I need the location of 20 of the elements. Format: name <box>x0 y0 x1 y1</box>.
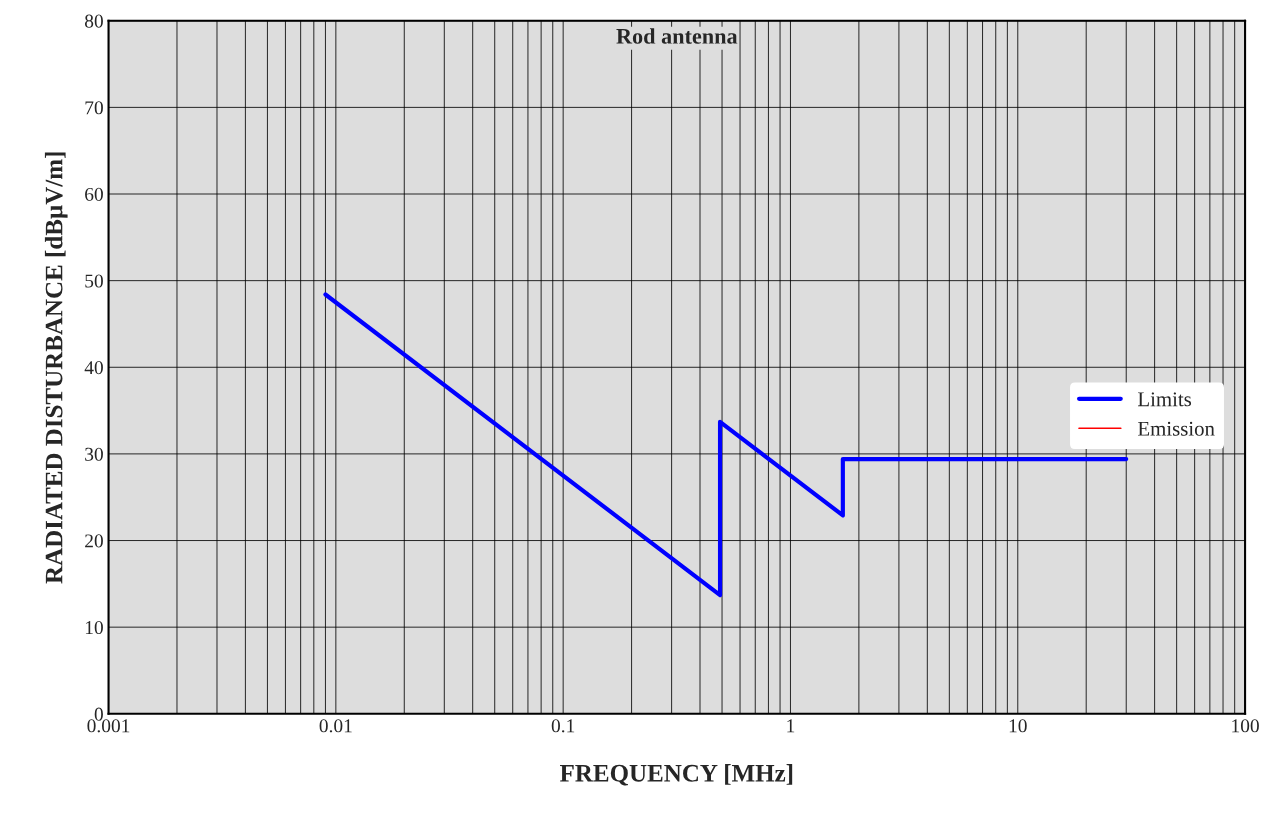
x-tick-label: 0.1 <box>551 719 575 733</box>
x-tick-label: 1 <box>787 719 795 733</box>
y-tick-label: 0 <box>94 707 103 721</box>
y-tick-label: 80 <box>84 14 103 28</box>
x-tick-label: 0.001 <box>87 719 130 733</box>
x-tick-label: 100 <box>1232 719 1259 733</box>
y-tick-label: 30 <box>85 447 103 461</box>
y-tick-label: 20 <box>85 534 103 548</box>
y-tick-label: 40 <box>84 361 103 375</box>
y-tick-label: 10 <box>85 620 103 635</box>
chart-title: Rod antenna <box>616 28 738 44</box>
y-tick-label: 70 <box>85 101 103 115</box>
x-tick-label: 0.01 <box>319 719 352 733</box>
y-tick-label: 60 <box>85 187 103 201</box>
legend-label: Emission <box>1138 421 1215 436</box>
x-axis-title: FREQUENCY [MHz] <box>560 764 793 786</box>
x-tick-label: 10 <box>1009 719 1027 733</box>
y-tick-label: 50 <box>85 274 103 288</box>
legend-label: Limits <box>1138 392 1192 407</box>
y-axis-title: RADIATED DISTURBANCE [dBµV/m] <box>44 152 68 584</box>
